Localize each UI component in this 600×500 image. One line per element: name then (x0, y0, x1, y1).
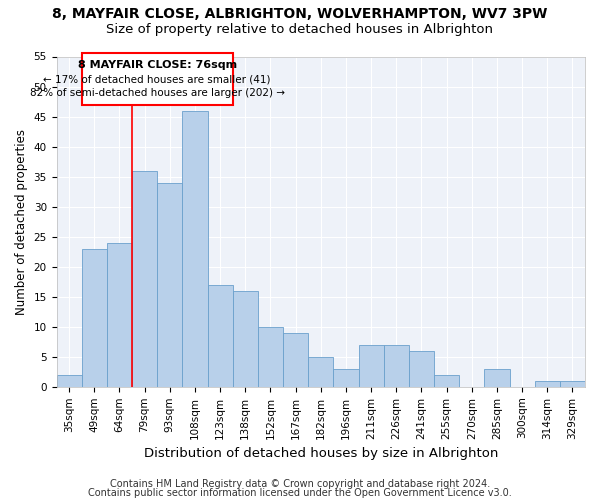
Bar (308, 357, 334, 387)
Y-axis label: Number of detached properties: Number of detached properties (15, 128, 28, 314)
Bar (182, 110, 208, 387)
Bar (409, 351, 434, 387)
Bar (359, 345, 383, 387)
Bar (132, 170, 157, 387)
Bar (56, 375, 82, 387)
Bar (535, 381, 560, 387)
Bar (434, 375, 459, 387)
Bar (107, 242, 132, 387)
Bar (233, 290, 258, 387)
Text: 82% of semi-detached houses are larger (202) →: 82% of semi-detached houses are larger (… (29, 88, 284, 99)
Bar (283, 333, 308, 387)
Text: Size of property relative to detached houses in Albrighton: Size of property relative to detached ho… (107, 22, 493, 36)
Bar (82, 54, 233, 104)
Bar (383, 345, 409, 387)
Text: Contains HM Land Registry data © Crown copyright and database right 2024.: Contains HM Land Registry data © Crown c… (110, 479, 490, 489)
Text: ← 17% of detached houses are smaller (41): ← 17% of detached houses are smaller (41… (43, 74, 271, 84)
Bar (208, 284, 233, 387)
X-axis label: Distribution of detached houses by size in Albrighton: Distribution of detached houses by size … (143, 447, 498, 460)
Bar (258, 327, 283, 387)
Text: 8, MAYFAIR CLOSE, ALBRIGHTON, WOLVERHAMPTON, WV7 3PW: 8, MAYFAIR CLOSE, ALBRIGHTON, WOLVERHAMP… (52, 8, 548, 22)
Text: Contains public sector information licensed under the Open Government Licence v3: Contains public sector information licen… (88, 488, 512, 498)
Bar (484, 369, 509, 387)
Bar (82, 248, 107, 387)
Text: 8 MAYFAIR CLOSE: 76sqm: 8 MAYFAIR CLOSE: 76sqm (77, 60, 237, 70)
Bar (560, 381, 585, 387)
Bar (157, 182, 182, 387)
Bar (334, 369, 359, 387)
